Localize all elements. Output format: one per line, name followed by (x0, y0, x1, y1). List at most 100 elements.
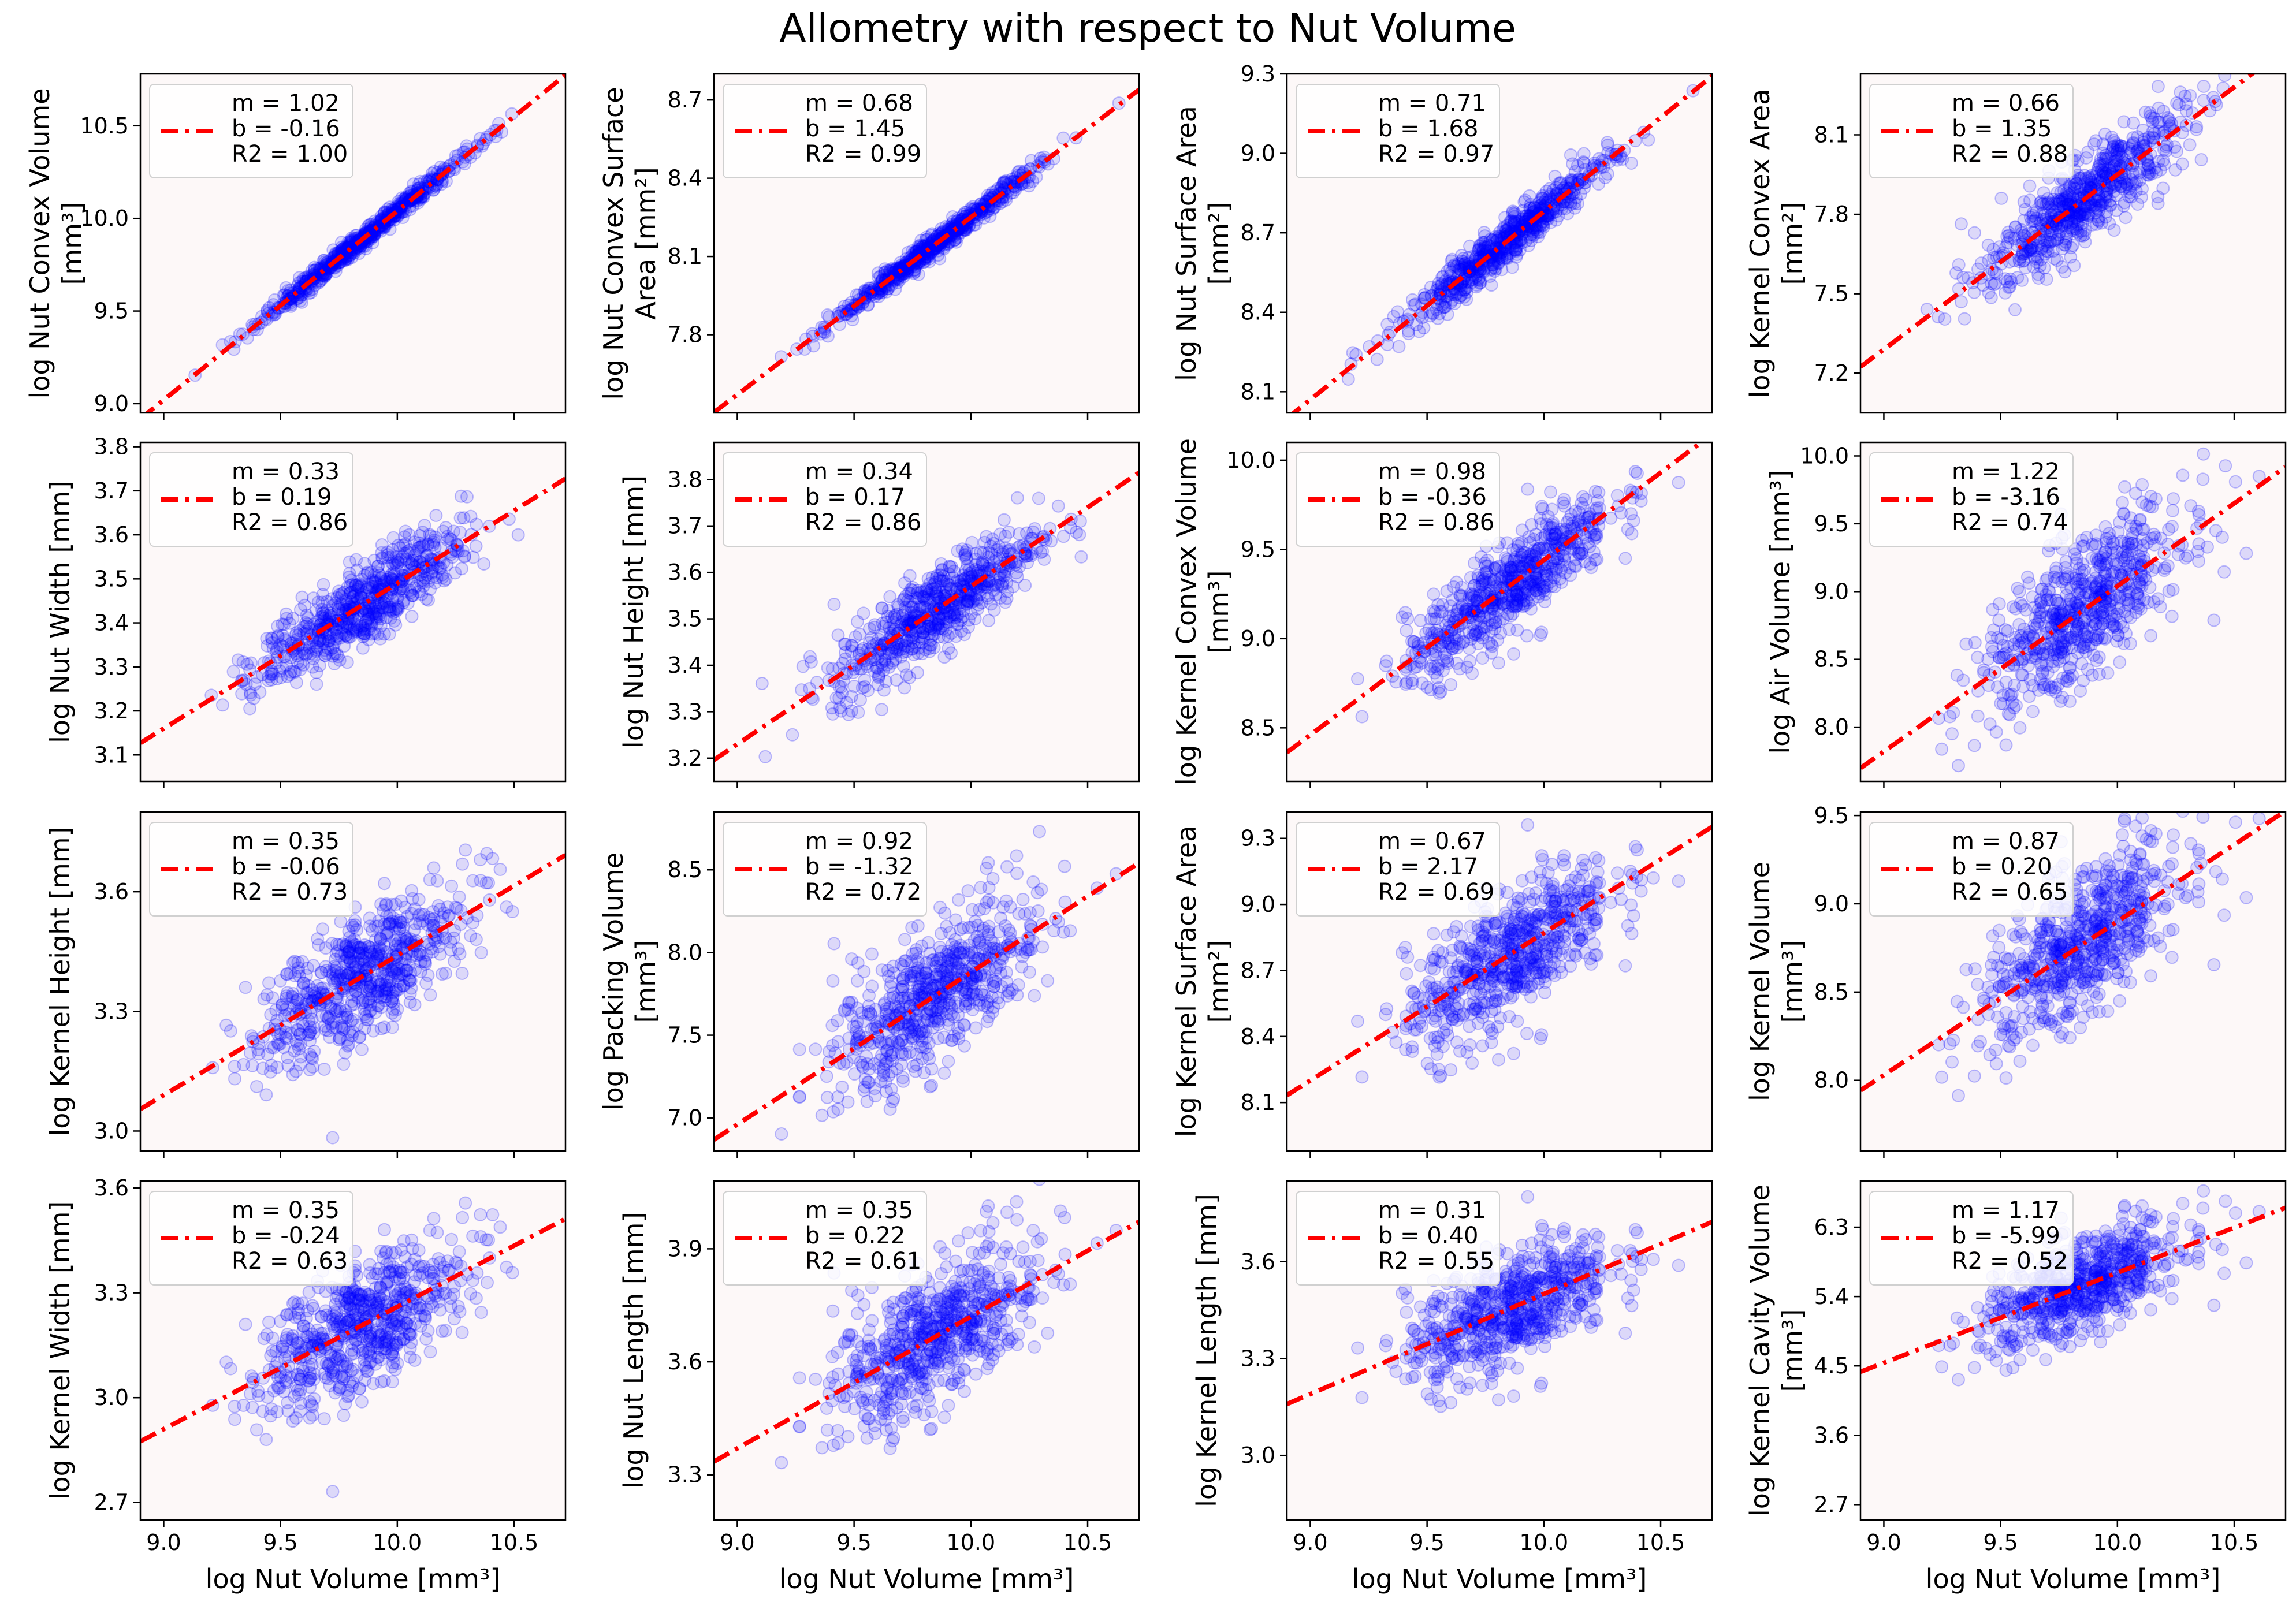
data-point (1621, 523, 1635, 537)
legend-entry: m = 1.02 (232, 90, 340, 117)
data-point (821, 661, 835, 675)
legend-entry: m = 0.34 (805, 459, 913, 485)
data-point (356, 641, 370, 655)
data-point (904, 600, 918, 614)
data-point (981, 591, 995, 605)
data-point (345, 231, 359, 245)
data-point (879, 265, 892, 279)
data-point (997, 513, 1011, 527)
data-point (333, 653, 347, 667)
y-axis-label: log Nut Height [mm] (618, 475, 649, 748)
data-point (1432, 307, 1446, 321)
data-point (2015, 273, 2029, 287)
data-point (418, 174, 431, 188)
data-point (875, 703, 888, 717)
data-point (2117, 199, 2131, 213)
data-point (2190, 120, 2204, 133)
data-point (2151, 80, 2165, 94)
data-point (362, 219, 375, 233)
data-point (2160, 138, 2174, 152)
y-tick-label: 3.8 (94, 434, 129, 460)
data-point (931, 617, 945, 631)
data-point (1971, 709, 1985, 723)
data-point (2119, 211, 2133, 225)
y-tick-label: 7.2 (1814, 360, 1849, 386)
data-point (946, 210, 959, 223)
data-point (2027, 260, 2041, 274)
data-point (879, 675, 893, 688)
data-point (1454, 263, 1468, 277)
y-tick-label: 3.5 (94, 566, 129, 591)
y-tick-label: 3.7 (94, 478, 129, 504)
data-point (907, 263, 921, 277)
data-point (399, 204, 412, 218)
data-point (878, 262, 892, 276)
data-point (1011, 166, 1025, 180)
data-point (1968, 226, 1981, 240)
data-point (335, 240, 349, 254)
data-point (261, 305, 274, 319)
data-point (1468, 628, 1482, 642)
y-tick-label: 3.2 (668, 746, 702, 771)
data-point (958, 628, 972, 642)
legend-entry: b = -0.36 (1378, 484, 1487, 511)
data-point (947, 233, 961, 247)
legend-entry: R2 = 0.86 (1378, 509, 1494, 536)
y-tick-label: 8.5 (1241, 715, 1275, 740)
data-point (987, 579, 1000, 593)
data-point (821, 308, 835, 322)
data-point (880, 264, 894, 278)
y-tick-label: 10.0 (80, 206, 129, 231)
data-point (433, 561, 446, 575)
data-point (305, 282, 319, 296)
data-point (2113, 655, 2127, 669)
data-point (292, 288, 306, 301)
data-point (1516, 599, 1530, 613)
data-point (366, 236, 379, 249)
data-point (1412, 325, 1426, 338)
data-point (996, 177, 1010, 191)
data-point (921, 247, 935, 260)
legend-entry: R2 = 0.97 (1378, 141, 1494, 167)
data-point (382, 627, 396, 641)
data-point (1534, 628, 1547, 642)
data-point (919, 233, 933, 247)
data-point (2165, 609, 2179, 623)
data-point (356, 586, 370, 599)
data-point (982, 614, 996, 628)
data-point (383, 222, 397, 236)
fit-line (144, 74, 565, 413)
data-point (429, 509, 443, 522)
data-point (925, 229, 939, 243)
data-point (933, 252, 947, 266)
data-point (1379, 659, 1393, 673)
data-point (2097, 151, 2111, 165)
data-point (293, 294, 307, 308)
data-point (1521, 239, 1535, 252)
data-point (378, 205, 392, 219)
data-point (2058, 238, 2072, 252)
y-tick-label: 8.1 (1241, 379, 1275, 404)
data-point (425, 166, 439, 180)
data-point (2141, 158, 2155, 172)
data-point (1415, 676, 1429, 690)
data-point (243, 702, 257, 716)
data-point (1400, 676, 1413, 690)
data-point (918, 255, 932, 269)
data-point (292, 271, 306, 285)
data-point (918, 252, 932, 266)
data-point (1036, 545, 1050, 558)
data-point (410, 579, 423, 593)
data-point (1544, 485, 1557, 499)
data-point (2239, 546, 2253, 560)
data-point (1430, 612, 1443, 626)
data-point (1618, 552, 1632, 565)
data-point (403, 203, 417, 217)
data-point (1024, 549, 1038, 562)
data-point (826, 707, 840, 721)
data-point (280, 607, 293, 621)
